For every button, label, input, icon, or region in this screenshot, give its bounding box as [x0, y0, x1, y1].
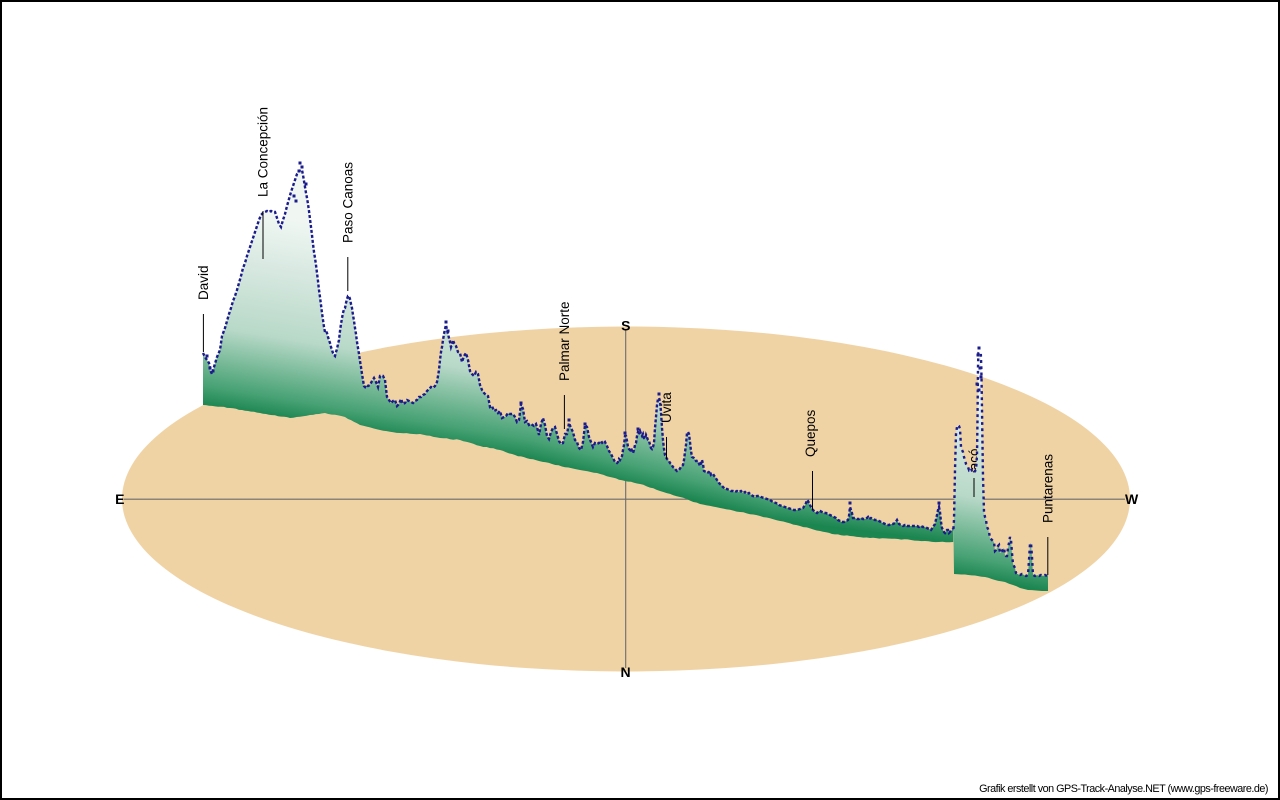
- svg-text:Quepos: Quepos: [803, 409, 818, 457]
- svg-text:La Concepción: La Concepción: [256, 107, 271, 197]
- svg-text:Palmar Norte: Palmar Norte: [557, 301, 572, 381]
- svg-text:E: E: [115, 491, 124, 507]
- svg-text:Puntarenas: Puntarenas: [1040, 454, 1055, 523]
- svg-text:Uvita: Uvita: [659, 392, 674, 423]
- svg-text:S: S: [621, 318, 630, 334]
- svg-text:N: N: [620, 664, 630, 680]
- svg-text:W: W: [1125, 491, 1139, 507]
- svg-text:Grafik erstellt von GPS-Track-: Grafik erstellt von GPS-Track-Analyse.NE…: [979, 783, 1268, 795]
- svg-text:David: David: [196, 265, 211, 300]
- svg-text:Paso Canoas: Paso Canoas: [340, 162, 355, 243]
